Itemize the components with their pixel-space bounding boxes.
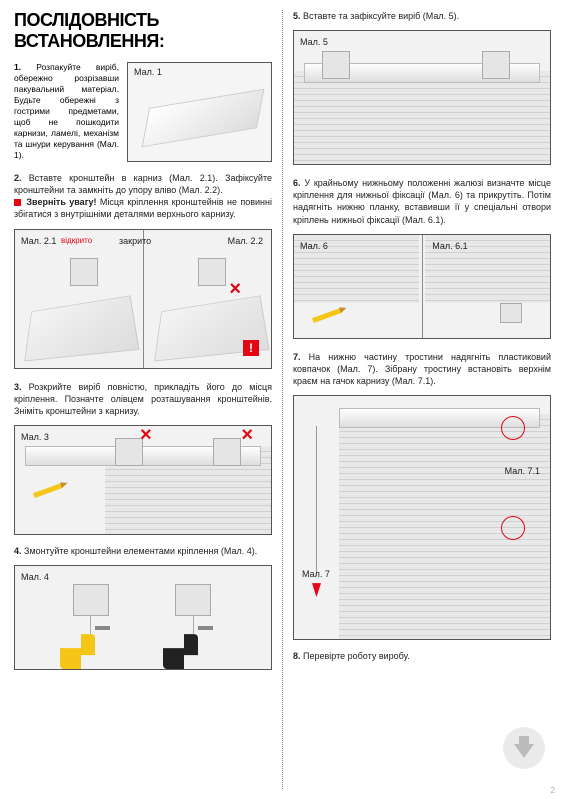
step-6-num: 6. [293,178,301,188]
figure-1-label: Мал. 1 [134,67,162,77]
step-3-body: Розкрийте виріб повністю, прикладіть йог… [14,382,272,416]
figure-4: Мал. 4 [14,565,272,670]
step-5: 5. Вставте та зафіксуйте виріб (Мал. 5). [293,10,551,22]
bracket-icon [115,438,143,466]
figure-6-label: Мал. 6 [300,241,328,251]
step-7-num: 7. [293,352,301,362]
page: ПОСЛІДОВНІСТЬ ВСТАНОВЛЕННЯ: 1. Розпакуйт… [0,0,565,799]
step-1-num: 1. [14,62,21,72]
step-5-num: 5. [293,11,301,21]
divider-icon [422,235,423,338]
figure-3: Мал. 3 × × [14,425,272,535]
cap-icon [312,583,321,597]
blinds-icon [294,71,550,164]
right-column: 5. Вставте та зафіксуйте виріб (Мал. 5).… [293,10,551,789]
detail-circle-icon [501,416,525,440]
step-6-body: У крайньому нижньому положенні жалюзі ви… [293,178,551,224]
closed-label: закрито [119,236,151,246]
figure-21-label: Мал. 2.1 [21,236,56,246]
pencil-icon [312,308,342,323]
bracket-icon-2 [482,51,510,79]
step-8: 8. Перевірте роботу виробу. [293,650,551,662]
figure-71-label: Мал. 7.1 [505,466,540,476]
bracket-icon-2 [213,438,241,466]
open-label: відкрито [61,236,92,245]
left-column: ПОСЛІДОВНІСТЬ ВСТАНОВЛЕННЯ: 1. Розпакуйт… [14,10,272,789]
step-1: 1. Розпакуйте виріб, обережно розрізавши… [14,62,272,162]
step-3-num: 3. [14,382,22,392]
bracket-icon [500,303,522,323]
figure-22-label: Мал. 2.2 [228,236,263,246]
rail-left-icon [24,295,139,361]
step-4: 4. Змонтуйте кронштейни елементами кріпл… [14,545,272,557]
x-mark-icon: × [140,425,152,447]
step-2-num: 2. [14,173,22,183]
step-3: 3. Розкрийте виріб повністю, прикладіть … [14,381,272,417]
bracket-icon-2 [175,584,211,616]
drill-yellow-icon [60,624,110,669]
figure-1: Мал. 1 [127,62,272,162]
step-7: 7. На нижню частину тростини надягніть п… [293,351,551,387]
detail-circle-icon-2 [501,516,525,540]
step-1-body: Розпакуйте виріб, обережно розрізавши па… [14,62,119,160]
figure-6: Мал. 6 Мал. 6.1 [293,234,551,339]
drill-black-icon [163,624,213,669]
step-4-body: Змонтуйте кронштейни елементами кріпленн… [24,546,257,556]
bracket-icon [73,584,109,616]
figure-4-label: Мал. 4 [21,572,49,582]
figure-3-label: Мал. 3 [21,432,49,442]
cord-icon [316,426,317,576]
step-1-text: 1. Розпакуйте виріб, обережно розрізавши… [14,62,119,162]
step-6: 6. У крайньому нижньому положенні жалюзі… [293,177,551,226]
step-4-num: 4. [14,546,22,556]
figure-61-label: Мал. 6.1 [432,241,467,251]
step-2: 2. Вставте кронштейн в карниз (Мал. 2.1)… [14,172,272,221]
figure-7: Мал. 7 Мал. 7.1 [293,395,551,640]
figure-5: Мал. 5 [293,30,551,165]
divider-icon [143,230,144,368]
pencil-icon [33,483,63,498]
step-7-body: На нижню частину тростини надягніть плас… [293,352,551,386]
figure-2: Мал. 2.1 відкрито закрито Мал. 2.2 ! × [14,229,272,369]
rail-icon [142,89,265,147]
page-number: 2 [551,786,555,795]
step-8-body: Перевірте роботу виробу. [303,651,410,661]
step-2-warn-label: Зверніть увагу! [26,197,96,207]
column-divider [282,10,283,789]
step-5-body: Вставте та зафіксуйте виріб (Мал. 5). [303,11,459,21]
warning-icon: ! [243,340,259,356]
step-8-num: 8. [293,651,301,661]
step-2-body: Вставте кронштейн в карниз (Мал. 2.1). З… [14,173,272,195]
x-mark-icon-2: × [241,425,253,447]
warn-marker-icon [14,199,21,206]
download-icon[interactable] [503,727,545,769]
bracket-icon-2 [198,258,226,286]
bracket-icon [322,51,350,79]
bracket-icon [70,258,98,286]
page-title: ПОСЛІДОВНІСТЬ ВСТАНОВЛЕННЯ: [14,10,272,52]
x-mark-icon: × [229,278,241,301]
figure-7-label: Мал. 7 [302,569,330,579]
figure-5-label: Мал. 5 [300,37,328,47]
